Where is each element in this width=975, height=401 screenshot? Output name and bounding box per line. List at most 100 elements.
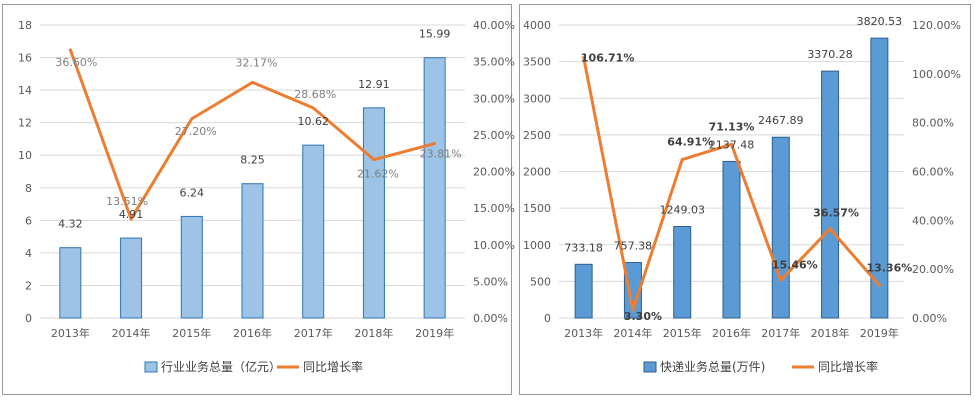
- express-y2-tick: 0.00%: [912, 312, 947, 325]
- express-growth-point: [730, 142, 733, 146]
- industry-growth-label: 32.17%: [236, 56, 278, 69]
- industry-growth-label: 28.68%: [294, 88, 336, 101]
- industry-y2-tick: 35.00%: [473, 56, 515, 69]
- industry-y-tick: 18: [18, 19, 32, 32]
- industry-y-tick: 4: [25, 247, 32, 260]
- industry-growth-point: [129, 217, 133, 221]
- express-growth-label: 36.57%: [813, 207, 859, 220]
- express-x-tick: 2018年: [811, 326, 850, 340]
- industry-x-tick: 2017年: [294, 326, 333, 340]
- industry-y-tick: 14: [18, 84, 32, 97]
- express-growth-point: [828, 227, 832, 231]
- express-bar-value-label: 2467.89: [758, 114, 804, 127]
- express-bar: [722, 160, 741, 319]
- express-x-tick: 2019年: [860, 326, 899, 340]
- industry-y2-tick: 5.00%: [473, 275, 508, 288]
- express-growth-label: 3.30%: [624, 310, 662, 323]
- express-bar: [673, 226, 692, 319]
- industry-growth-point: [433, 142, 437, 146]
- industry-bar: [180, 215, 203, 319]
- industry-bar-value-label: 6.24: [180, 186, 205, 199]
- industry-bar: [241, 183, 264, 319]
- express-y-tick: 4000: [523, 19, 551, 32]
- express-bar: [821, 70, 840, 319]
- industry-x-tick: 2014年: [112, 326, 151, 340]
- industry-y-tick: 10: [18, 149, 32, 162]
- industry-y2-tick: 40.00%: [473, 19, 515, 32]
- industry-growth-point: [311, 106, 315, 110]
- express-y-tick: 3000: [523, 92, 551, 105]
- express-y2-tick: 100.00%: [912, 68, 961, 81]
- express-legend-line-label: 同比增长率: [818, 359, 878, 374]
- express-chart: 0 500 1000 1500 2000 2500 3000 3500 4000 0.00% 20.…: [523, 15, 961, 374]
- industry-bar-value-label: 4.32: [58, 218, 83, 231]
- express-growth-point: [631, 308, 635, 312]
- express-y2-tick: 120.00%: [912, 19, 961, 32]
- express-bar: [870, 37, 889, 319]
- express-growth-label: 15.46%: [772, 258, 818, 271]
- express-bar: [623, 262, 642, 319]
- express-bar-value-label: 2137.48: [709, 138, 755, 151]
- industry-bar-value-label: 8.25: [240, 154, 265, 167]
- industry-y2-tick: 15.00%: [473, 202, 515, 215]
- industry-y2-tick: 10.00%: [473, 239, 515, 252]
- express-y-tick: 3500: [523, 56, 551, 69]
- express-y-tick: 2000: [523, 166, 551, 179]
- express-legend-bar-swatch: [643, 361, 657, 373]
- industry-legend-bar-swatch: [144, 361, 158, 373]
- industry-bar-value-label: 10.62: [297, 115, 329, 128]
- industry-growth-point: [68, 48, 72, 52]
- express-bar-value-label: 757.38: [614, 240, 653, 253]
- industry-y-tick: 2: [25, 279, 32, 292]
- industry-x-tick: 2019年: [415, 326, 454, 340]
- industry-y2-tick: 0.00%: [473, 312, 508, 325]
- chart-panel-express: 0 500 1000 1500 2000 2500 3000 3500 4000 0.00% 20.…: [519, 4, 971, 395]
- industry-growth-label: 23.81%: [420, 148, 462, 161]
- express-y2-tick: 80.00%: [912, 117, 954, 130]
- industry-growth-label: 13.51%: [106, 195, 148, 208]
- express-y2-tick: 60.00%: [912, 166, 954, 179]
- express-growth-point: [680, 158, 684, 162]
- express-x-tick: 2017年: [761, 326, 800, 340]
- express-y2-tick: 40.00%: [912, 214, 954, 227]
- express-growth-point: [779, 278, 783, 282]
- express-y2-tick: 20.00%: [912, 263, 954, 276]
- industry-bar-value-label: 12.91: [358, 78, 390, 91]
- express-y-tick: 500: [530, 275, 551, 288]
- express-x-tick: 2014年: [613, 326, 652, 340]
- industry-growth-label: 27.20%: [175, 125, 217, 138]
- industry-y-tick: 12: [18, 117, 32, 130]
- express-legend-bar-label: 快递业务总量(万件): [660, 359, 765, 374]
- express-y-tick: 1000: [523, 239, 551, 252]
- industry-chart: 0 2 4 6 8 10 12 14 16 18 0.00% 5.00% 10.00% 15.00% 20.…: [18, 19, 515, 374]
- express-bar-value-label: 733.18: [564, 241, 603, 254]
- industry-y2-tick: 20.00%: [473, 166, 515, 179]
- express-bar-value-label: 3820.53: [857, 15, 903, 28]
- express-growth-label: 64.91%: [667, 136, 713, 149]
- industry-bar: [362, 107, 385, 319]
- express-growth-label: 106.71%: [581, 51, 634, 64]
- express-growth-point: [877, 283, 881, 287]
- industry-y2-tick: 25.00%: [473, 129, 515, 142]
- industry-bar: [120, 237, 143, 319]
- industry-bar-value-label: 4.91: [119, 208, 144, 221]
- industry-x-tick: 2018年: [354, 326, 393, 340]
- industry-growth-label: 36.60%: [55, 56, 97, 69]
- industry-legend-bar-label: 行业业务总量（亿元）: [161, 359, 281, 374]
- industry-y-tick: 0: [25, 312, 32, 325]
- express-y-tick: 0: [544, 312, 551, 325]
- industry-y-tick: 6: [25, 214, 32, 227]
- express-growth-label: 71.13%: [709, 120, 755, 133]
- express-bar: [771, 136, 790, 319]
- industry-y2-tick: 30.00%: [473, 92, 515, 105]
- express-growth-point: [582, 55, 586, 59]
- express-growth-label: 13.36%: [866, 261, 912, 274]
- express-y-tick: 1500: [523, 202, 551, 215]
- industry-legend-line-label: 同比增长率: [303, 359, 363, 374]
- industry-bar: [302, 144, 325, 319]
- express-bar-value-label: 1249.03: [659, 204, 705, 217]
- express-x-tick: 2016年: [712, 326, 751, 340]
- industry-growth-point: [190, 117, 194, 121]
- chart-panel-industry: 0 2 4 6 8 10 12 14 16 18 0.00% 5.00% 10.00% 15.00% 20.…: [2, 4, 515, 395]
- industry-bar: [423, 57, 446, 319]
